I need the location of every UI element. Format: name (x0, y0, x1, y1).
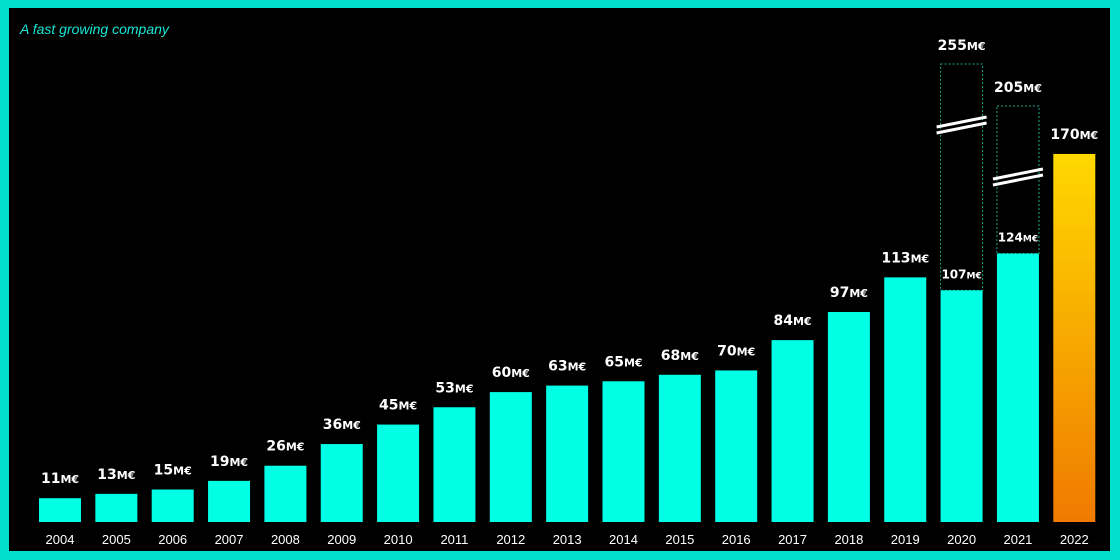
value-label-2010: 45M€ (379, 398, 417, 414)
year-label-2018: 2018 (834, 532, 863, 547)
year-label-2016: 2016 (722, 532, 751, 547)
value-label-2018: 97M€ (830, 285, 868, 301)
bar-2011 (433, 407, 476, 522)
value-label-2004: 11M€ (41, 471, 79, 487)
value-label-2019: 113M€ (881, 250, 929, 266)
value-label-2005: 13M€ (97, 467, 135, 483)
axis-break-mark-2021-2 (992, 173, 1044, 187)
bar-2021 (996, 253, 1039, 523)
year-label-2006: 2006 (158, 532, 187, 547)
bar-chart: 11M€ 2004 13M€ 2005 15M€ 2006 19M€ 2007 26M€ 2008… (39, 38, 1098, 547)
bar-2013 (546, 385, 589, 522)
value-label-2020: 107M€ (941, 267, 981, 281)
value-label-2016: 70M€ (717, 343, 755, 359)
year-label-2004: 2004 (46, 532, 75, 547)
year-label-2011: 2011 (440, 532, 468, 547)
year-label-2019: 2019 (891, 532, 920, 547)
bar-2010 (377, 424, 420, 522)
bar-2016 (715, 370, 758, 522)
year-label-2015: 2015 (665, 532, 694, 547)
axis-break-mark-2021-1 (992, 167, 1044, 181)
value-label-2014: 65M€ (604, 354, 642, 370)
value-label-2011: 53M€ (435, 380, 473, 396)
axis-break-mark-2020-1 (936, 115, 987, 129)
year-label-2012: 2012 (496, 532, 525, 547)
year-label-2007: 2007 (215, 532, 244, 547)
bar-2017 (771, 340, 814, 522)
value-label-2012: 60M€ (492, 365, 530, 381)
bar-2008 (264, 465, 307, 522)
year-label-2008: 2008 (271, 532, 300, 547)
chart-panel: A fast growing company 11M€ 2004 13M€ 2005 1… (9, 8, 1110, 551)
potential-label-2020: 255M€ (938, 38, 986, 54)
year-label-2010: 2010 (384, 532, 413, 547)
bar-2012 (489, 392, 532, 522)
potential-bar-2021 (996, 105, 1040, 255)
bar-2005 (95, 493, 138, 522)
potential-bar-2020 (940, 63, 984, 291)
value-label-2008: 26M€ (266, 439, 304, 455)
bar-2022 (1053, 153, 1096, 522)
value-label-2007: 19M€ (210, 454, 248, 470)
value-label-2017: 84M€ (774, 313, 812, 329)
value-label-2022: 170M€ (1050, 127, 1098, 143)
bar-2019 (884, 277, 927, 522)
year-label-2009: 2009 (327, 532, 356, 547)
value-label-2006: 15M€ (154, 463, 192, 479)
bar-2018 (827, 311, 870, 522)
value-label-2021: 124M€ (998, 231, 1038, 245)
potential-label-2021: 205M€ (994, 80, 1042, 96)
value-label-2015: 68M€ (661, 348, 699, 364)
bar-2004 (39, 498, 81, 522)
axis-break-mark-2020-2 (936, 121, 987, 135)
year-label-2005: 2005 (102, 532, 131, 547)
year-label-2021: 2021 (1003, 532, 1032, 547)
value-label-2009: 36M€ (323, 417, 361, 433)
year-label-2022: 2022 (1060, 532, 1089, 547)
year-label-2014: 2014 (609, 532, 638, 547)
year-label-2013: 2013 (553, 532, 582, 547)
value-label-2013: 63M€ (548, 359, 586, 375)
bar-2006 (151, 489, 194, 522)
chart-title: A fast growing company (20, 21, 169, 37)
bar-2007 (208, 480, 251, 522)
year-label-2017: 2017 (778, 532, 807, 547)
bar-2014 (602, 381, 645, 522)
bar-2020 (940, 290, 983, 522)
year-label-2020: 2020 (947, 532, 976, 547)
bar-2015 (658, 374, 701, 522)
bar-2009 (320, 444, 363, 522)
